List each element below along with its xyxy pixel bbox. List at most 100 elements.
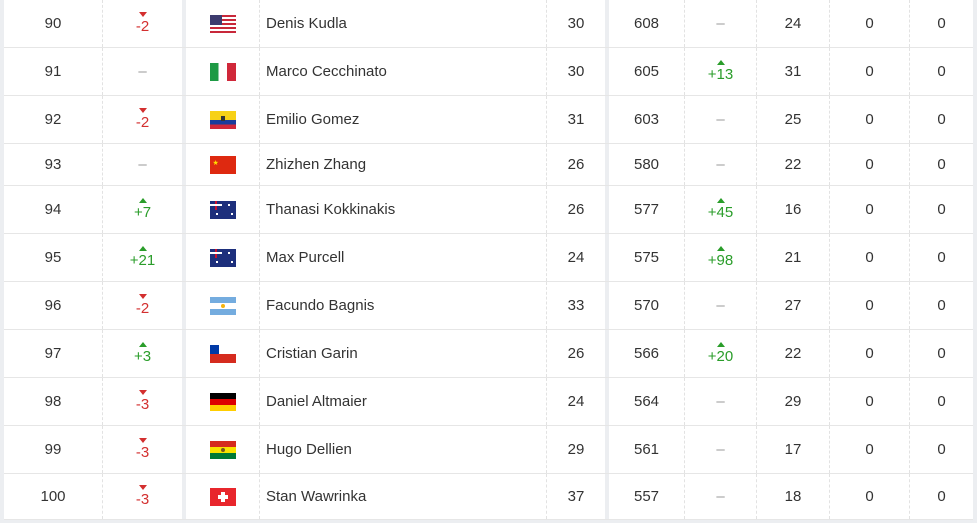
no-change-dash: – (716, 297, 725, 314)
arrow-up-icon (716, 198, 725, 203)
tournaments-cell: 16 (757, 186, 830, 233)
table-row[interactable]: 93– ★ Zhizhen Zhang 26 580–22 0 0 (4, 144, 973, 186)
next-best-cell: 0 (937, 441, 946, 458)
change-value: -2 (135, 114, 150, 131)
no-change-dash: – (716, 441, 725, 458)
points-change-cell: – (685, 96, 757, 143)
flag-cell (186, 186, 260, 233)
points-change-cell: – (685, 474, 757, 519)
flag-sui-icon (209, 487, 236, 506)
flag-cell: ★ (186, 144, 260, 185)
next-best-cell: 0 (937, 15, 946, 32)
flag-cell (186, 330, 260, 377)
change-value: +13 (707, 66, 734, 83)
next-best-cell: 0 (937, 297, 946, 314)
rank-cell: 100 (4, 474, 103, 519)
table-row[interactable]: 95 +21 Max Purcell 24 575 +98 21 0 0 (4, 234, 973, 282)
rank-cell: 98 (4, 378, 103, 425)
flag-ita-icon (209, 62, 236, 81)
no-change-dash: – (138, 156, 147, 173)
points-cell: 557 (609, 474, 685, 519)
age-cell: 30 (547, 48, 609, 95)
rank-cell: 97 (4, 330, 103, 377)
tournaments-cell: 18 (757, 474, 830, 519)
table-row[interactable]: 97 +3 Cristian Garin 26 566 +20 22 0 0 (4, 330, 973, 378)
rank-cell: 95 (4, 234, 103, 281)
points-change-cell: +20 (685, 330, 757, 377)
age-cell: 30 (547, 0, 609, 47)
rank-cell: 99 (4, 426, 103, 473)
dropping-cell: 0 (830, 378, 910, 425)
flag-cell (186, 96, 260, 143)
points-cell: 608 (609, 0, 685, 47)
change-value: +21 (129, 252, 156, 269)
rank-change-cell: -3 (103, 474, 186, 519)
flag-usa-icon (209, 14, 236, 33)
points-cell: 561 (609, 426, 685, 473)
rank-cell: 90 (4, 0, 103, 47)
table-row[interactable]: 91– Marco Cecchinato 30 605 +13 31 0 0 (4, 48, 973, 96)
age-cell: 33 (547, 282, 609, 329)
rank-change-cell: +21 (103, 234, 186, 281)
age-cell: 26 (547, 144, 609, 185)
table-row[interactable]: 90 -2 Denis Kudla 30 608–24 0 0 (4, 0, 973, 48)
points-change-cell: – (685, 0, 757, 47)
no-change-dash: – (138, 63, 147, 80)
player-name[interactable]: Thanasi Kokkinakis (260, 186, 547, 233)
flag-cell (186, 48, 260, 95)
no-change-dash: – (716, 111, 725, 128)
rank-change-cell: – (103, 144, 186, 185)
tournaments-cell: 31 (757, 48, 830, 95)
flag-chn-icon: ★ (209, 155, 236, 174)
arrow-up-icon (138, 246, 147, 251)
arrow-down-icon (138, 294, 147, 299)
next-best-cell: 0 (937, 156, 946, 173)
rank-change-cell: -2 (103, 0, 186, 47)
arrow-up-icon (716, 342, 725, 347)
dropping-cell: 0 (830, 234, 910, 281)
flag-arg-icon (209, 296, 236, 315)
table-row[interactable]: 99 -3 Hugo Dellien 29 561–17 0 0 (4, 426, 973, 474)
player-name[interactable]: Denis Kudla (260, 0, 547, 47)
change-value: -3 (135, 396, 150, 413)
tournaments-cell: 22 (757, 144, 830, 185)
player-name[interactable]: Facundo Bagnis (260, 282, 547, 329)
points-cell: 566 (609, 330, 685, 377)
dropping-cell: 0 (830, 96, 910, 143)
table-row[interactable]: 96 -2 Facundo Bagnis 33 570–27 0 0 (4, 282, 973, 330)
player-name[interactable]: Emilio Gomez (260, 96, 547, 143)
player-name[interactable]: Zhizhen Zhang (260, 144, 547, 185)
change-value: +20 (707, 348, 734, 365)
flag-cell (186, 0, 260, 47)
rank-cell: 91 (4, 48, 103, 95)
change-value: -2 (135, 18, 150, 35)
table-row[interactable]: 98 -3 Daniel Altmaier 24 564–29 0 0 (4, 378, 973, 426)
arrow-down-icon (138, 12, 147, 17)
change-value: -3 (135, 444, 150, 461)
points-change-cell: – (685, 426, 757, 473)
flag-ecu-icon (209, 110, 236, 129)
dropping-cell: 0 (830, 144, 910, 185)
age-cell: 24 (547, 234, 609, 281)
next-best-cell: 0 (937, 249, 946, 266)
flag-ger-icon (209, 392, 236, 411)
next-best-cell: 0 (937, 201, 946, 218)
flag-cell (186, 378, 260, 425)
player-name[interactable]: Cristian Garin (260, 330, 547, 377)
player-name[interactable]: Max Purcell (260, 234, 547, 281)
flag-aus-icon (209, 248, 236, 267)
tournaments-cell: 22 (757, 330, 830, 377)
table-row[interactable]: 94 +7 Thanasi Kokkinakis 26 577 +45 16 0 0 (4, 186, 973, 234)
player-name[interactable]: Stan Wawrinka (260, 474, 547, 519)
tournaments-cell: 17 (757, 426, 830, 473)
no-change-dash: – (716, 393, 725, 410)
flag-aus-icon (209, 200, 236, 219)
table-row[interactable]: 92 -2 Emilio Gomez 31 603–25 0 0 (4, 96, 973, 144)
player-name[interactable]: Daniel Altmaier (260, 378, 547, 425)
points-cell: 570 (609, 282, 685, 329)
change-value: +7 (133, 204, 152, 221)
player-name[interactable]: Marco Cecchinato (260, 48, 547, 95)
table-row[interactable]: 100 -3 Stan Wawrinka 37 557–18 0 0 (4, 474, 973, 520)
player-name[interactable]: Hugo Dellien (260, 426, 547, 473)
age-cell: 24 (547, 378, 609, 425)
